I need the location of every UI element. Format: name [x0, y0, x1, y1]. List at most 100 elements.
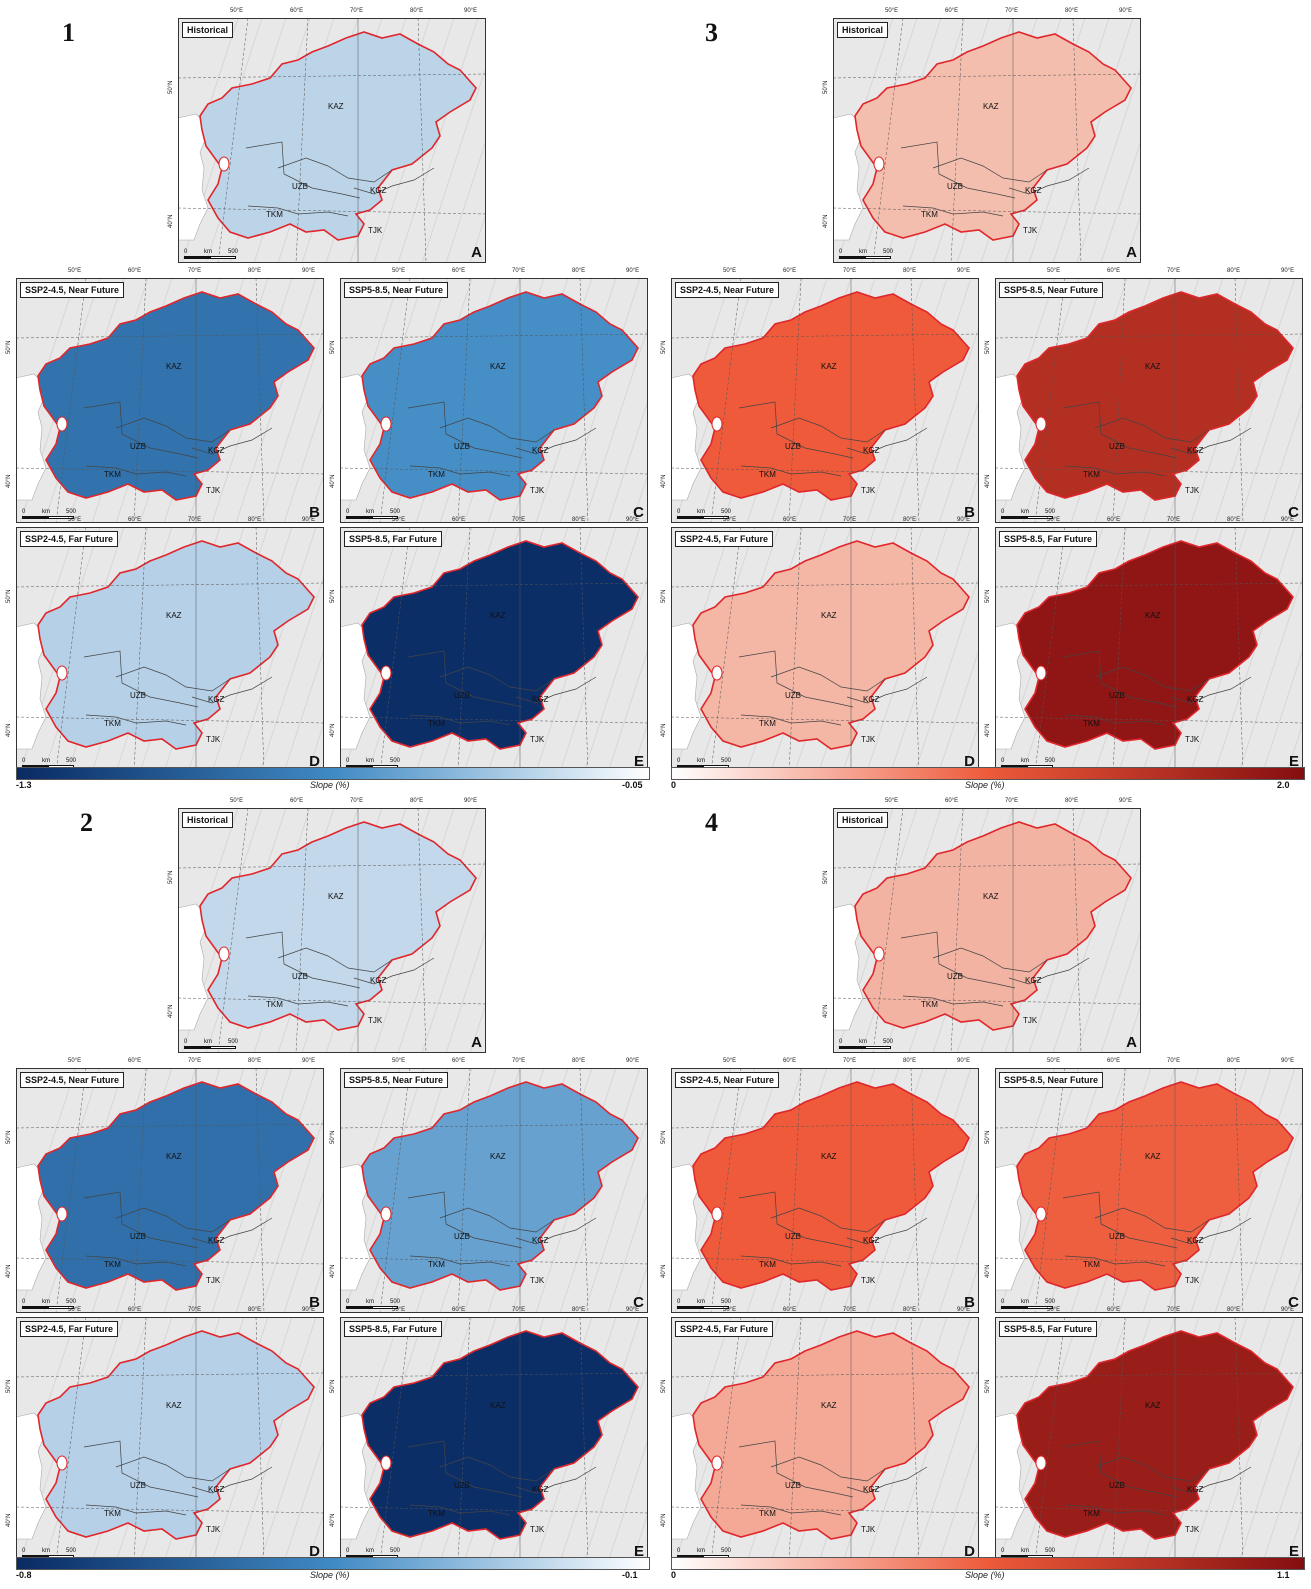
aral-sea — [1035, 416, 1047, 432]
scale-bar-unit: km — [1021, 758, 1029, 764]
latitude-label: 40°N — [985, 474, 991, 488]
longitude-label: 80°E — [572, 517, 586, 523]
relief-texture-line — [1052, 18, 1134, 263]
country-label-tkm: TKM — [428, 470, 445, 479]
longitude-label: 90°E — [302, 1058, 316, 1064]
longitude-label: 90°E — [1281, 1058, 1295, 1064]
latitude-label: 40°N — [6, 1264, 12, 1278]
graticule-line — [579, 527, 589, 772]
panel-title: SSP5-8.5, Near Future — [344, 1072, 449, 1088]
scale-bar-zero: 0 — [677, 509, 681, 515]
relief-texture-line — [914, 574, 979, 772]
map-svg — [16, 1317, 324, 1562]
scale-bar-zero: 0 — [677, 1548, 681, 1554]
relief-texture-line — [259, 1364, 324, 1562]
relief-texture-line — [1100, 138, 1141, 263]
country-border — [245, 931, 361, 989]
country-label-kgz: KGZ — [1187, 1236, 1204, 1245]
country-label-kaz: KAZ — [490, 1152, 506, 1161]
relief-texture-line — [890, 278, 972, 523]
relief-texture-line — [1286, 1262, 1303, 1313]
longitude-label: 90°E — [626, 1307, 640, 1313]
aral-sea — [218, 156, 230, 172]
scale-bar-zero: 0 — [839, 1039, 843, 1045]
aral-sea — [56, 1455, 68, 1471]
graticule-line — [579, 1317, 589, 1562]
study-region — [692, 1330, 970, 1540]
longitude-label: 60°E — [290, 798, 304, 804]
scale-bar: 0 km 500 — [1001, 754, 1057, 768]
graticule-line — [788, 1317, 802, 1562]
scale-bar-segment — [677, 1555, 703, 1558]
longitude-label: 50°E — [885, 8, 899, 14]
colorbar — [671, 1557, 1305, 1570]
panel-letter: E — [633, 1543, 644, 1560]
country-border — [740, 465, 842, 477]
study-region — [199, 31, 477, 241]
panel-title: SSP5-8.5, Far Future — [344, 1321, 443, 1337]
scale-bar-segment — [184, 256, 210, 259]
country-border — [247, 205, 349, 217]
country-label-tjk: TJK — [1185, 1276, 1200, 1285]
latitude-label: 40°N — [168, 214, 174, 228]
map-panel-e: SSP5-8.5, Far Future E KAZ UZB TKM KGZ TJK 50°E… — [330, 517, 648, 772]
scale-bar: 0 km 500 — [839, 1035, 895, 1049]
graticule-line — [16, 333, 324, 339]
aral-sea — [380, 665, 392, 681]
graticule-line — [788, 278, 802, 523]
map-panel-c: SSP5-8.5, Near Future C KAZ UZB TKM KGZ TJK 50°… — [985, 1058, 1303, 1313]
country-border — [439, 417, 555, 443]
map-svg — [995, 278, 1303, 523]
country-border — [846, 1466, 928, 1494]
map-svg — [671, 1068, 979, 1313]
longitude-label: 90°E — [1119, 798, 1133, 804]
graticule-line — [16, 1257, 324, 1265]
graticule-line — [178, 73, 486, 79]
country-label-kaz: KAZ — [328, 102, 344, 111]
graticule-line — [16, 467, 324, 475]
panel-letter: C — [633, 504, 644, 521]
country-label-tjk: TJK — [861, 1525, 876, 1534]
country-label-kgz: KGZ — [532, 695, 549, 704]
country-label-kgz: KGZ — [1025, 186, 1042, 195]
longitude-label: 90°E — [302, 517, 316, 523]
scale-bar-value: 500 — [390, 1299, 401, 1305]
aral-sea — [218, 946, 230, 962]
graticule-line — [579, 1068, 589, 1313]
graticule-line — [133, 1068, 147, 1313]
longitude-label: 80°E — [1065, 798, 1079, 804]
country-label-tjk: TJK — [1185, 1525, 1200, 1534]
graticule-line — [340, 1257, 648, 1265]
map-panel-c: SSP5-8.5, Near Future C KAZ UZB TKM KGZ TJK 50°… — [330, 268, 648, 523]
colorbar — [16, 767, 650, 780]
country-label-kgz: KGZ — [1187, 1485, 1204, 1494]
scale-bar-value: 500 — [721, 509, 732, 515]
longitude-label: 70°E — [512, 517, 526, 523]
scale-bar-zero: 0 — [677, 758, 681, 764]
latitude-label: 40°N — [661, 723, 667, 737]
scale-bar-segment — [1001, 1555, 1027, 1558]
relief-texture-line — [607, 1437, 648, 1562]
relief-texture-line — [397, 808, 479, 1053]
longitude-label: 90°E — [1119, 8, 1133, 14]
longitude-label: 60°E — [783, 1307, 797, 1313]
relief-texture-line — [890, 1317, 972, 1562]
relief-texture-line — [583, 1115, 648, 1313]
longitude-label: 90°E — [957, 268, 971, 274]
longitude-label: 50°E — [392, 268, 406, 274]
scale-bar-zero: 0 — [677, 1299, 681, 1305]
relief-texture-line — [421, 65, 486, 263]
country-label-kaz: KAZ — [328, 892, 344, 901]
scale-bar: 0 km 500 — [346, 1295, 402, 1309]
longitude-label: 50°E — [230, 8, 244, 14]
longitude-label: 90°E — [626, 1058, 640, 1064]
relief-texture-line — [631, 472, 648, 523]
scale-bar-unit: km — [859, 249, 867, 255]
longitude-label: 50°E — [1047, 1058, 1061, 1064]
aral-sea — [56, 416, 68, 432]
latitude-label: 50°N — [6, 1130, 12, 1144]
country-label-tjk: TJK — [530, 1276, 545, 1285]
country-label-tkm: TKM — [759, 1260, 776, 1269]
longitude-label: 60°E — [452, 268, 466, 274]
scale-bar-segment — [839, 1046, 865, 1049]
